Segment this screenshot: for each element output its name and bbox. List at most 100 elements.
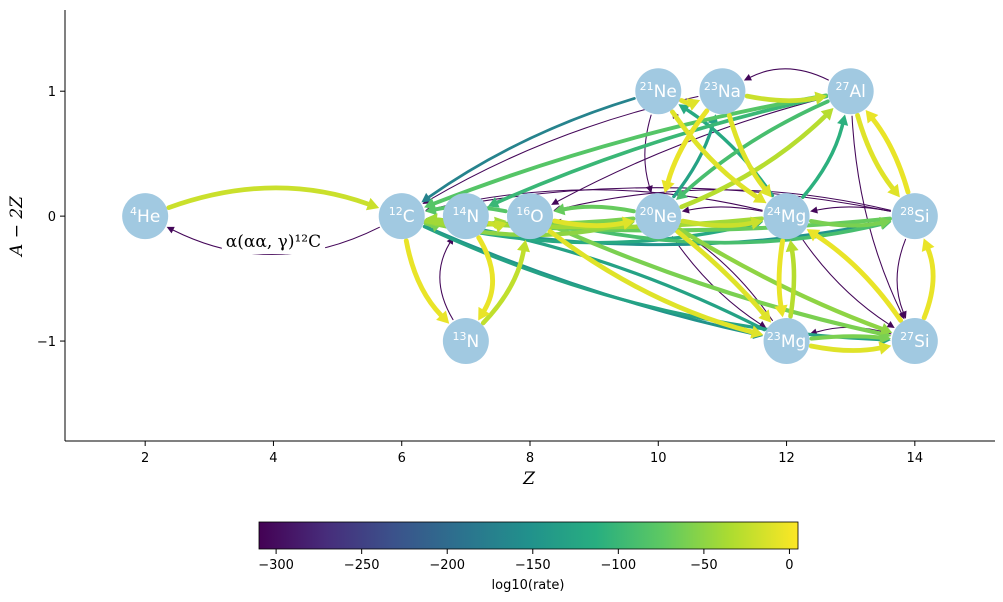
reaction-edge-arrowhead	[551, 198, 560, 205]
reaction-edge-line	[670, 109, 759, 200]
nuclide-node-circle	[378, 193, 425, 240]
reaction-edge-arrowhead	[436, 310, 450, 324]
reaction-edge-arrowhead	[517, 239, 531, 253]
nuclide-node: 13N	[442, 318, 489, 365]
reaction-edge-line	[800, 236, 890, 325]
reaction-edge	[810, 206, 891, 214]
colorbar-tick-label: −300	[258, 558, 294, 573]
nuclide-node-label: 13N	[453, 330, 480, 352]
reaction-edge-line	[855, 112, 895, 191]
y-axis-label: A − 2Z	[7, 195, 27, 258]
nuclide-node: 24Mg	[763, 193, 810, 240]
reaction-edge-arrowhead	[886, 321, 895, 329]
nuclide-node-circle	[891, 318, 938, 365]
reaction-edge	[809, 331, 891, 344]
reaction-edge	[480, 239, 531, 326]
reaction-edge	[808, 341, 892, 355]
x-tick-label: 4	[269, 451, 277, 466]
colorbar-label: log10(rate)	[492, 578, 565, 593]
reaction-edge-line	[476, 235, 496, 313]
reaction-edge	[808, 216, 892, 230]
reaction-edge	[726, 112, 772, 198]
reaction-edge-arrowhead	[686, 98, 701, 111]
reaction-edge	[661, 108, 710, 194]
reaction-edge-line	[495, 94, 829, 205]
reaction-edge	[547, 228, 764, 339]
colorbar-tick-label: −200	[429, 558, 465, 573]
reaction-edge-line	[726, 112, 767, 191]
reaction-edge-line	[403, 238, 444, 318]
reaction-edge-arrowhead	[759, 183, 772, 198]
reaction-edge-arrowhead	[487, 197, 500, 208]
reaction-annotation: α(αα, γ)¹²C	[226, 232, 321, 252]
reaction-edge	[921, 238, 936, 321]
reaction-edge-arrowhead	[879, 322, 893, 335]
reaction-edge-arrowhead	[921, 238, 935, 252]
reaction-edge-line	[682, 99, 830, 195]
nuclide-node-circle	[699, 68, 746, 115]
reaction-edge-line	[562, 204, 636, 214]
reaction-edge-arrowhead	[810, 206, 818, 214]
reaction-edge-arrowhead	[661, 179, 675, 194]
reaction-edge-arrowhead	[758, 309, 772, 323]
reaction-edge-arrowhead	[424, 197, 437, 210]
nuclide-node-label: 20Ne	[640, 205, 677, 227]
reaction-edge-arrowhead	[785, 239, 799, 253]
reaction-edge-arrowhead	[750, 216, 764, 230]
reaction-edge-line	[808, 343, 883, 353]
nuclide-node: 27Si	[891, 318, 938, 365]
nuclide-node-label: 21Ne	[640, 80, 677, 102]
y-tick-label: 1	[48, 85, 56, 100]
reaction-edge-arrowhead	[879, 331, 891, 344]
y-tick-label: −1	[37, 335, 56, 350]
reaction-edge-line	[788, 248, 797, 319]
reaction-edge	[439, 236, 454, 321]
nuclide-node-circle	[763, 318, 810, 365]
x-tick-label: 2	[141, 451, 149, 466]
reaction-edge	[553, 203, 636, 216]
reaction-edge	[166, 226, 380, 256]
x-tick-label: 8	[526, 451, 534, 466]
colorbar-tick-label: −150	[515, 558, 551, 573]
reaction-edge-line	[870, 116, 911, 195]
nuclide-node: 14N	[442, 193, 489, 240]
reaction-edge-arrowhead	[806, 229, 821, 242]
annotation-background	[221, 230, 326, 255]
colorbar-tick-label: −100	[600, 558, 636, 573]
reaction-edge	[806, 229, 904, 323]
reaction-edge	[785, 239, 799, 319]
reaction-edge-arrowhead	[899, 310, 907, 319]
nuclide-node-circle	[122, 193, 169, 240]
nuclide-node-label: 14N	[453, 205, 480, 227]
reaction-edge	[166, 185, 380, 211]
nuclide-node: 23Mg	[763, 318, 810, 365]
nuclide-nodes: 4He 12C 14N 16O 20Ne 24Mg 28Si 21Ne 23Na 27Al 13N 2…	[122, 68, 938, 365]
x-tick-label: 6	[398, 451, 406, 466]
reaction-edge-line	[685, 108, 775, 198]
nuclide-node-circle	[442, 193, 489, 240]
reaction-edge	[855, 112, 900, 198]
reaction-edge-arrowhead	[774, 304, 788, 318]
reaction-edge-arrowhead	[676, 188, 688, 201]
reaction-edge	[800, 236, 895, 329]
reaction-edge-arrowhead	[421, 192, 432, 203]
nuclide-node: 16O	[507, 193, 553, 240]
reaction-edge-arrowhead	[365, 197, 380, 211]
reaction-edge-arrowhead	[878, 341, 892, 355]
nuclide-node-circle	[635, 193, 682, 240]
x-ticks: 2 4 6 8 10 12 14	[141, 441, 923, 466]
nuclide-node-label: 27Al	[836, 80, 866, 102]
reaction-edge-arrowhead	[645, 185, 653, 194]
reaction-edge	[678, 104, 775, 198]
reaction-edge	[487, 94, 829, 208]
colorbar-tick-label: 0	[785, 558, 793, 573]
reaction-edge-arrowhead	[478, 306, 491, 321]
nuclide-node-label: 27Si	[900, 330, 930, 352]
nuclide-node-circle	[827, 68, 874, 115]
reaction-edge-line	[688, 206, 763, 212]
reaction-edge	[679, 107, 834, 210]
nuclide-node-label: 23Na	[704, 80, 741, 102]
nuclide-node: 20Ne	[635, 193, 682, 240]
nuclide-node: 21Ne	[635, 68, 682, 115]
reaction-edge-arrowhead	[814, 91, 828, 105]
